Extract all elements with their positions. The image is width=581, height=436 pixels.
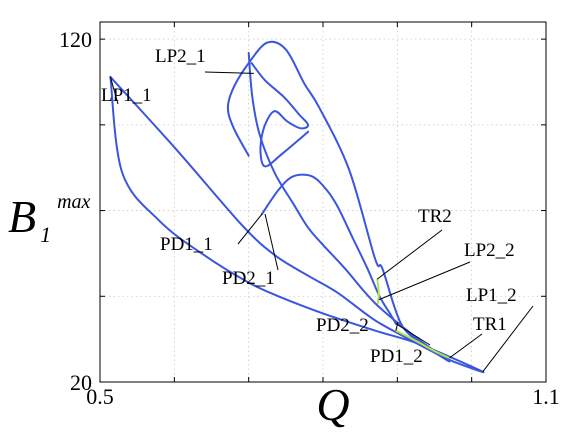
series-line-6 — [394, 329, 451, 359]
annotation-leader-tr2 — [376, 229, 443, 280]
x-axis-label: Q — [316, 379, 349, 430]
y-tick-label: 20 — [70, 370, 92, 395]
annotation-leader-lp2-1 — [204, 71, 254, 74]
annotation-tr2: TR2 — [418, 206, 452, 227]
annotation-lp1-1: LP1_1 — [101, 85, 152, 106]
annotation-lp2-2: LP2_2 — [464, 240, 515, 261]
x-tick-label: 1.1 — [532, 384, 560, 409]
series-line-5 — [376, 278, 380, 305]
series-line-4 — [261, 173, 397, 325]
annotation-leader-pd2-2 — [395, 321, 399, 331]
y-axis-label-superscript: max — [57, 191, 90, 213]
annotation-pd1-2: PD1_2 — [370, 346, 423, 367]
annotation-leader-pd1-1 — [237, 213, 263, 245]
annotation-pd2-1: PD2_1 — [222, 268, 275, 289]
annotation-pd1-1: PD1_1 — [160, 234, 213, 255]
y-axis-label-subscript: 1 — [40, 222, 51, 247]
y-tick-label: 120 — [59, 27, 92, 52]
annotation-leader-pd1-2 — [395, 323, 431, 346]
y-axis-label-base: B — [8, 191, 36, 242]
annotation-leader-lp1-1 — [109, 76, 119, 105]
tick-labels: 0.5 1.1 20 120 — [59, 27, 560, 409]
annotation-lp2-1: LP2_1 — [155, 46, 206, 67]
annotation-leader-lp2-2 — [378, 261, 471, 301]
grid — [100, 22, 546, 382]
annotation-tr1: TR1 — [473, 314, 507, 335]
annotation-leader-lp1-2 — [482, 305, 534, 373]
x-tick-label: 0.5 — [86, 384, 114, 409]
annotation-leader-pd2-1 — [264, 213, 279, 271]
annotation-pd2-2: PD2_2 — [316, 315, 369, 336]
annotation-leader-tr1 — [449, 333, 483, 359]
series-line-3 — [250, 62, 310, 168]
y-axis-label: B 1 max — [8, 191, 91, 247]
axis-ticks — [99, 22, 547, 383]
series-line-2 — [226, 40, 451, 363]
annotation-lp1-2: LP1_2 — [466, 285, 517, 306]
